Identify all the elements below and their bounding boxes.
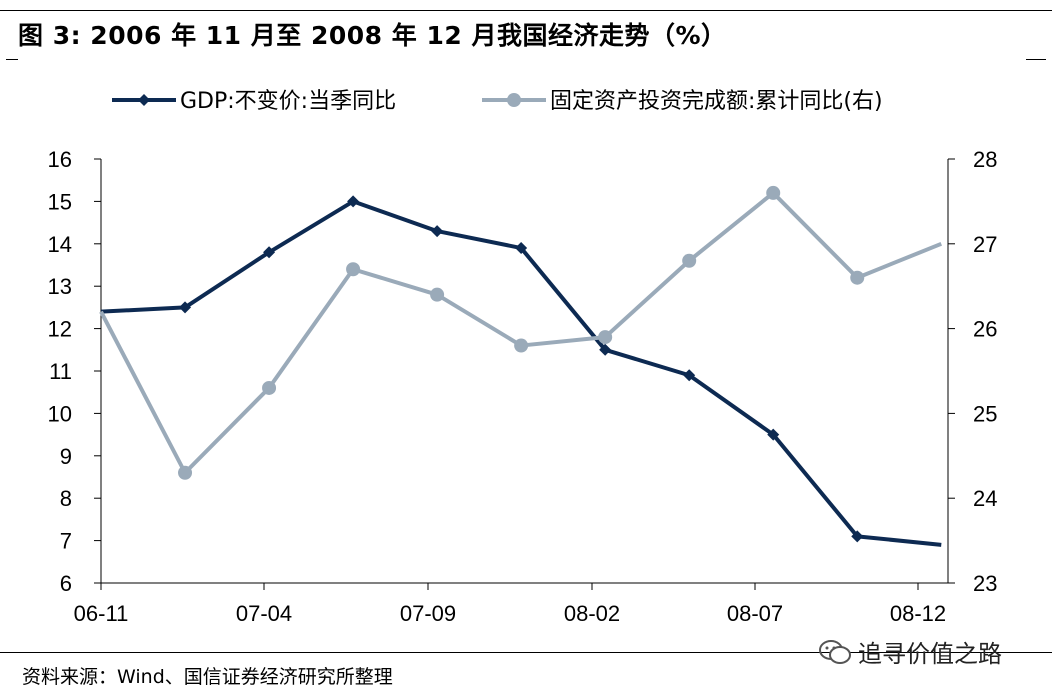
x-tick-label: 06-11 bbox=[74, 601, 129, 626]
fai-point bbox=[178, 465, 193, 480]
y-left-tick-label: 15 bbox=[48, 189, 72, 214]
y-left-tick-label: 11 bbox=[49, 359, 72, 384]
y-left-tick-label: 16 bbox=[48, 147, 72, 172]
y-right-tick-label: 26 bbox=[973, 317, 997, 342]
legend-gdp-label: GDP:不变价:当季同比 bbox=[180, 89, 396, 114]
title-rule-left bbox=[6, 59, 18, 60]
fai-point bbox=[598, 330, 613, 345]
y-left-tick-label: 9 bbox=[60, 444, 72, 469]
legend-gdp-marker bbox=[138, 94, 150, 106]
gdp-point bbox=[767, 428, 780, 441]
fai-point bbox=[682, 253, 697, 268]
source-note: 资料来源：Wind、国信证券经济研究所整理 bbox=[22, 666, 393, 688]
top-rule bbox=[0, 10, 1052, 11]
gdp-point bbox=[347, 195, 360, 208]
chart-title: 图 3: 2006 年 11 月至 2008 年 12 月我国经济走势（%） bbox=[18, 21, 727, 50]
wechat-icon bbox=[819, 639, 851, 664]
fai-point bbox=[766, 185, 781, 200]
bottom-rule bbox=[0, 652, 1052, 653]
fai-point bbox=[346, 262, 361, 277]
gdp-point bbox=[851, 530, 864, 543]
y-left-tick-label: 13 bbox=[48, 274, 72, 299]
gdp-point bbox=[179, 301, 192, 314]
y-left-tick-label: 7 bbox=[60, 529, 72, 554]
legend-fai-marker bbox=[507, 93, 521, 107]
fai-point bbox=[430, 287, 445, 302]
fai-series-line bbox=[99, 190, 943, 475]
gdp-point bbox=[263, 246, 276, 259]
fai-point bbox=[262, 380, 277, 395]
fai-point bbox=[514, 338, 529, 353]
y-right-tick-label: 28 bbox=[973, 147, 997, 172]
y-left-tick-label: 8 bbox=[60, 486, 72, 511]
x-tick-label: 07-09 bbox=[400, 601, 456, 626]
gdp-point bbox=[683, 369, 696, 382]
fai-point bbox=[850, 270, 865, 285]
gdp-point bbox=[599, 343, 612, 356]
gdp-point bbox=[515, 242, 528, 255]
title-rule-right bbox=[1026, 59, 1046, 60]
y-left-tick-label: 10 bbox=[48, 401, 72, 426]
legend-fai-label: 固定资产投资完成额:累计同比(右) bbox=[550, 89, 883, 114]
y-left-tick-label: 6 bbox=[60, 571, 72, 596]
y-right-tick-label: 23 bbox=[973, 571, 997, 596]
y-right-tick-label: 25 bbox=[973, 401, 997, 426]
x-tick-label: 08-02 bbox=[564, 601, 620, 626]
y-right-tick-label: 27 bbox=[973, 232, 997, 257]
gdp-point bbox=[431, 225, 444, 238]
y-left-tick-label: 14 bbox=[48, 232, 72, 257]
x-tick-label: 08-07 bbox=[727, 601, 783, 626]
watermark-text: 追寻价值之路 bbox=[858, 640, 1002, 668]
y-left-tick-label: 12 bbox=[48, 317, 72, 342]
y-right-tick-label: 24 bbox=[973, 486, 997, 511]
x-tick-label: 07-04 bbox=[236, 601, 292, 626]
watermark: 追寻价值之路 bbox=[818, 634, 1002, 669]
x-tick-label: 08-12 bbox=[890, 601, 946, 626]
